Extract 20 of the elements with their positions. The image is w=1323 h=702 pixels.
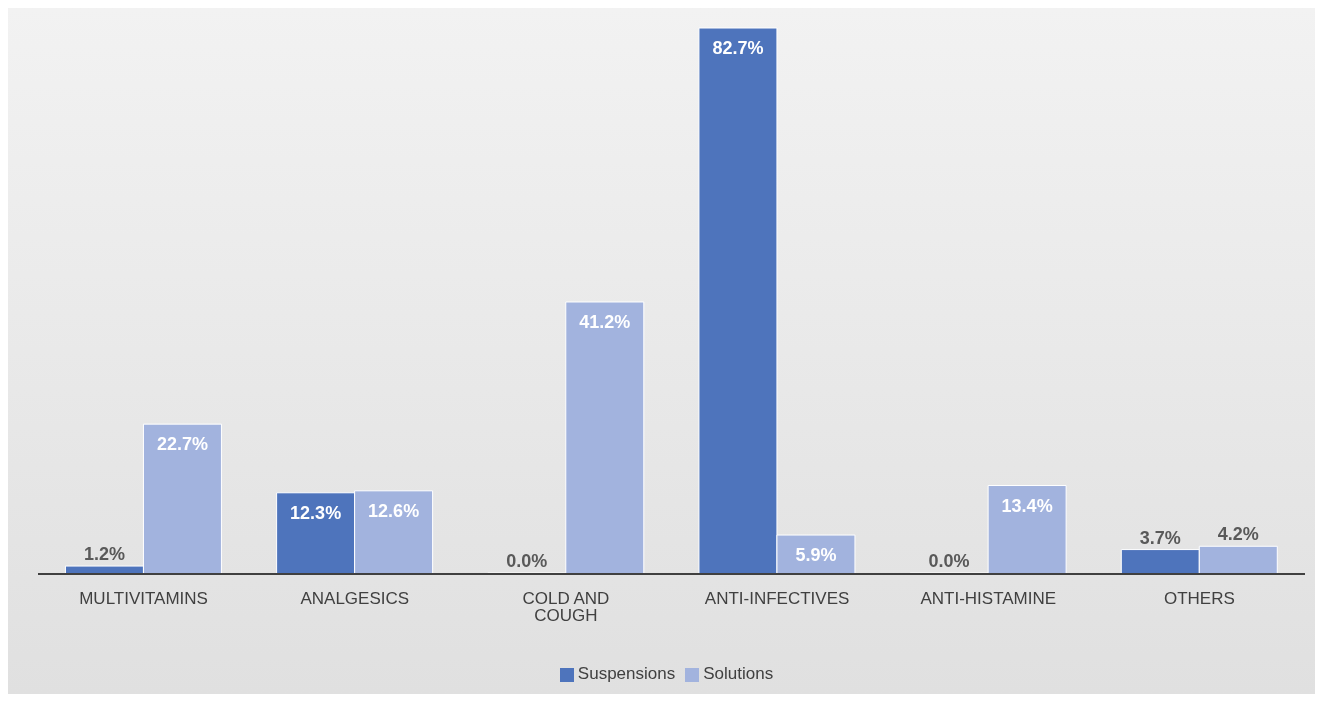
x-tick-label: ANTI-HISTAMINE xyxy=(920,589,1057,609)
data-label: 12.6% xyxy=(368,500,420,521)
data-label: 0.0% xyxy=(506,551,548,571)
x-tick-label: COLD AND COUGH xyxy=(522,589,610,626)
data-label: 0.0% xyxy=(928,551,970,571)
data-label: 22.7% xyxy=(156,434,208,455)
data-label: 3.7% xyxy=(1139,527,1181,548)
data-label: 4.2% xyxy=(1217,524,1259,545)
data-label: 12.3% xyxy=(290,502,342,523)
data-label: 41.2% xyxy=(579,311,631,332)
data-label: 5.9% xyxy=(795,545,837,566)
x-tick-label: MULTIVITAMINS xyxy=(79,589,208,609)
x-tick-label: ANALGESICS xyxy=(300,589,410,609)
data-label: 13.4% xyxy=(1001,495,1053,516)
x-tick-label: ANTI-INFECTIVES xyxy=(704,589,850,609)
data-label: 82.7% xyxy=(712,38,764,58)
legend-label: Suspensions xyxy=(577,664,676,683)
data-label: 1.2% xyxy=(83,544,125,565)
legend-label: Solutions xyxy=(703,664,774,683)
x-tick-label: OTHERS xyxy=(1163,589,1235,609)
